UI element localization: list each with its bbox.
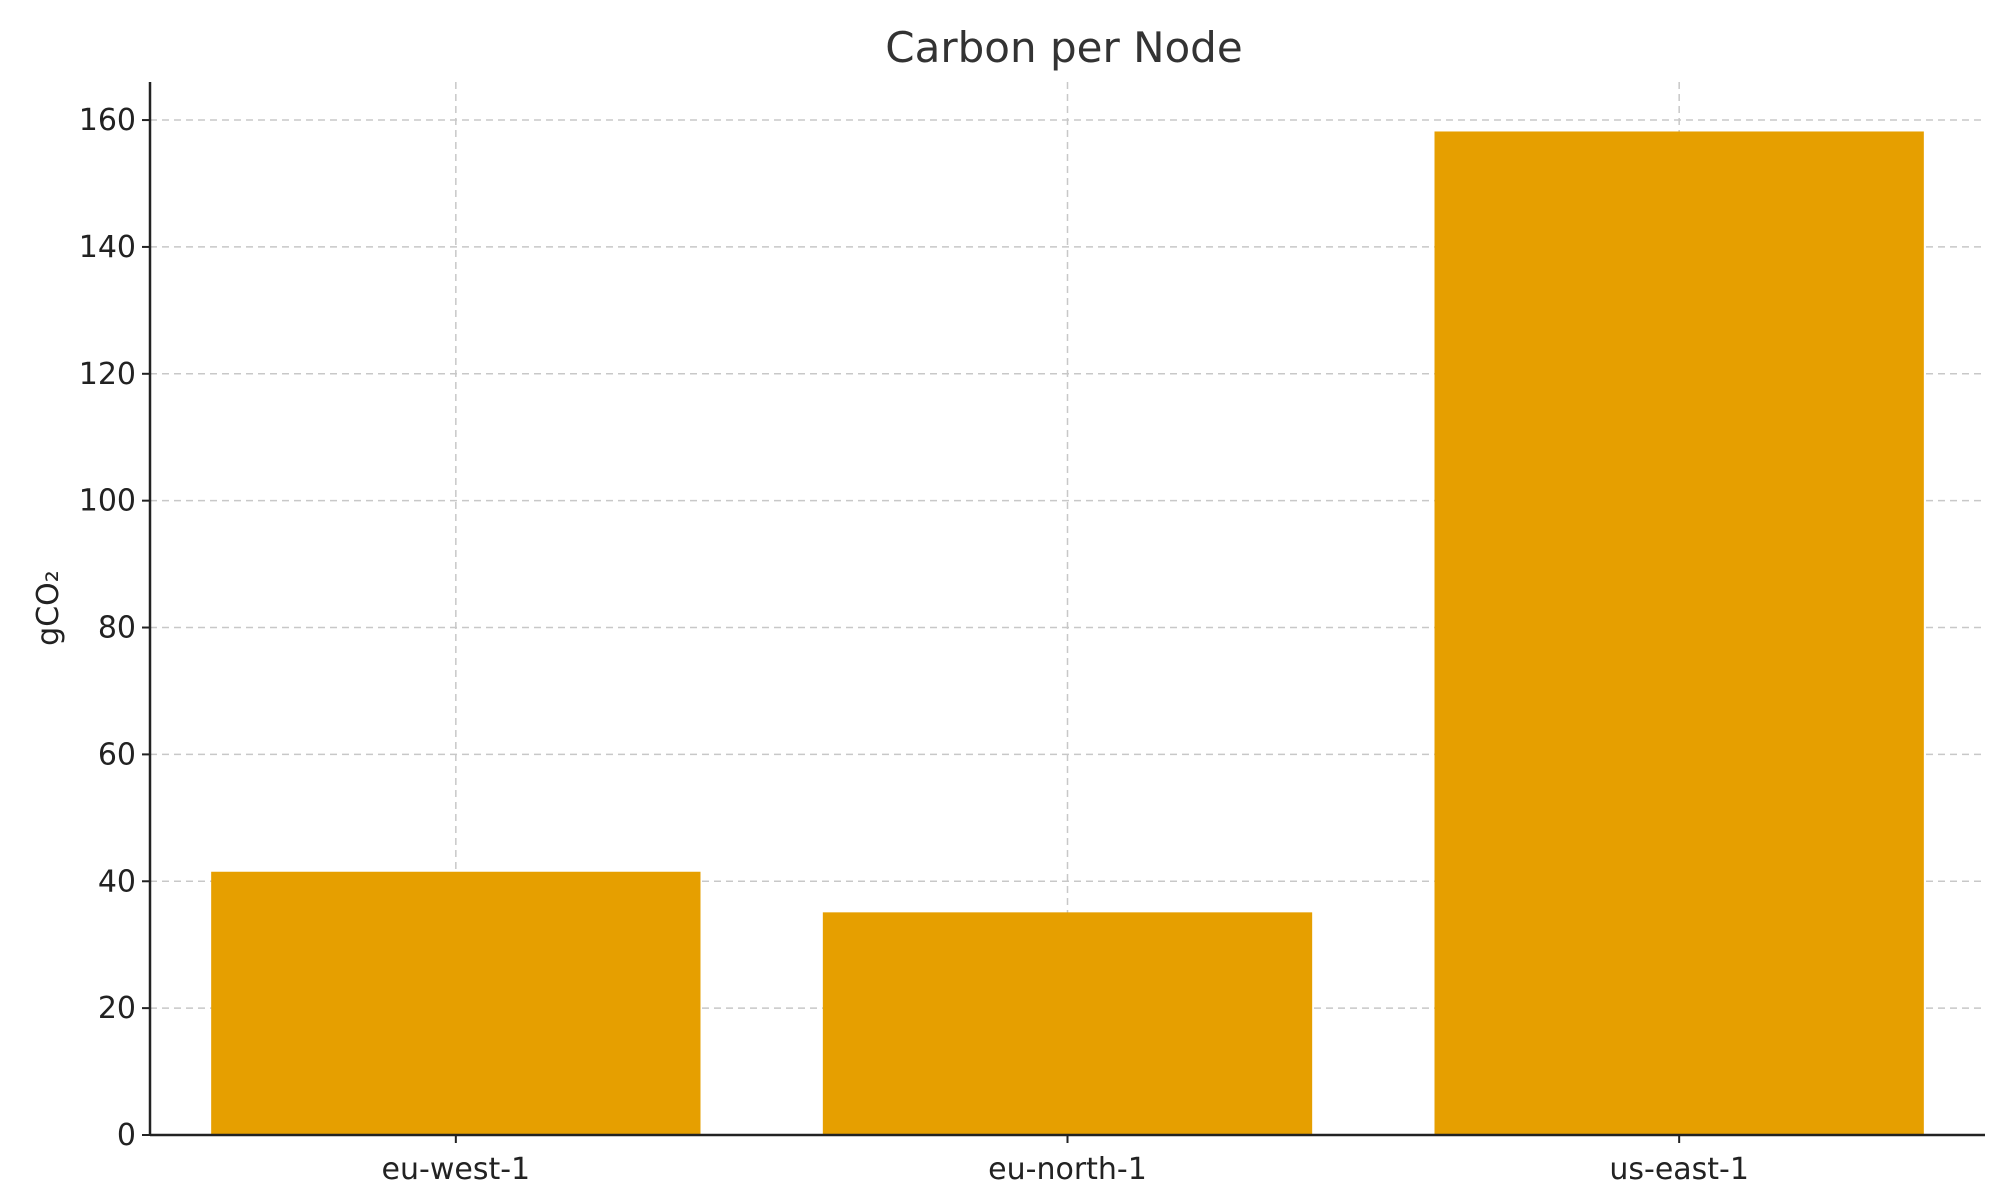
y-axis-label: gCO₂ — [31, 570, 66, 646]
y-tick-label: 160 — [79, 103, 136, 138]
y-tick-label: 120 — [79, 357, 136, 392]
bar-eu-north-1 — [822, 912, 1313, 1135]
y-tick-label: 100 — [79, 484, 136, 519]
y-tick-label: 140 — [79, 230, 136, 265]
axes — [142, 82, 1985, 1143]
x-tick-label: eu-north-1 — [988, 1152, 1147, 1187]
bar-eu-west-1 — [211, 871, 701, 1135]
y-tick-label: 0 — [117, 1118, 136, 1153]
bar-us-east-1 — [1434, 131, 1924, 1135]
y-tick-label: 20 — [98, 991, 136, 1026]
y-tick-label: 60 — [98, 737, 136, 772]
y-tick-label: 40 — [98, 864, 136, 899]
bars — [211, 131, 1924, 1135]
chart-title: Carbon per Node — [885, 23, 1242, 72]
x-tick-label: eu-west-1 — [382, 1152, 531, 1187]
tick-labels: 0 20 40 60 80 100 120 140 160 eu-west-1 eu-north-1… — [79, 103, 1749, 1187]
y-tick-label: 80 — [98, 611, 136, 646]
x-tick-label: us-east-1 — [1609, 1152, 1749, 1187]
